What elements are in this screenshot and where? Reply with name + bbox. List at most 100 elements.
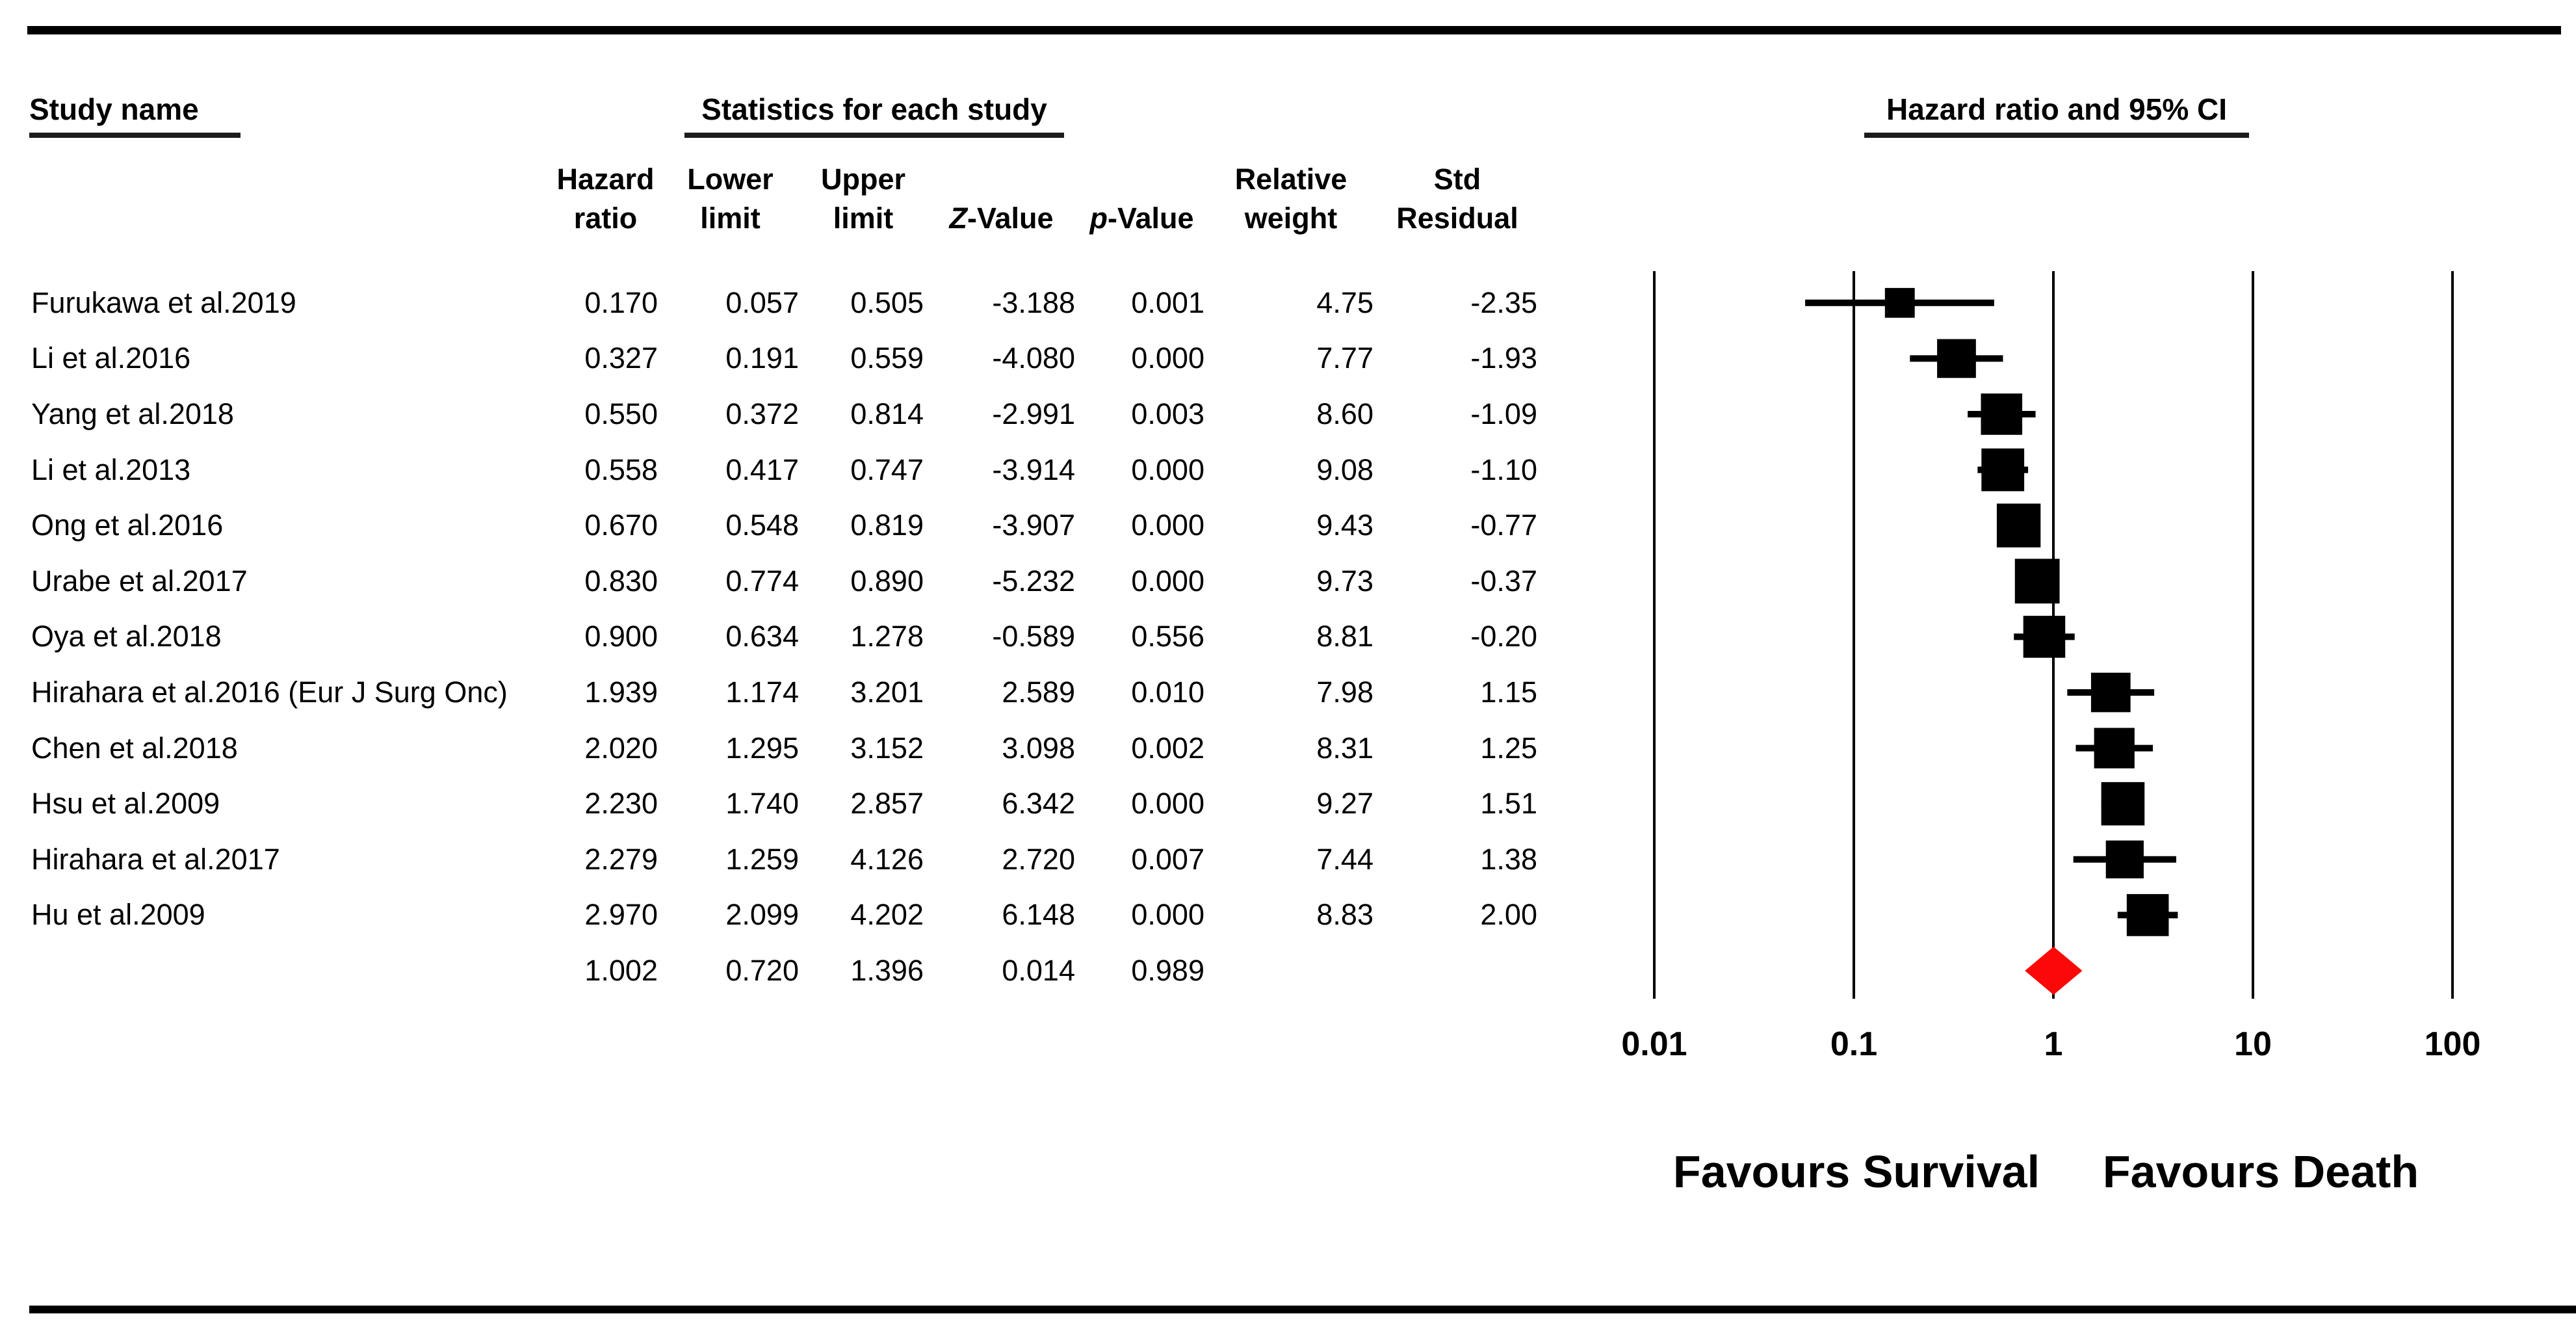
table-row: Hu et al.2009 2.970 2.099 4.202 6.148 0.…: [0, 888, 1539, 943]
upper-limit-cell: 4.126: [850, 842, 924, 876]
relative-weight-cell: 7.98: [1316, 675, 1373, 709]
relative-weight-cell: 8.81: [1316, 620, 1373, 653]
z-value-cell: -0.589: [992, 620, 1075, 653]
top-border-rule: [27, 26, 2561, 34]
lower-limit-cell: 1.740: [725, 787, 799, 821]
x-tick-label: 0.01: [1621, 1025, 1687, 1063]
lower-limit-cell: 1.174: [725, 675, 799, 709]
upper-limit-cell: 3.201: [850, 675, 924, 709]
effect-square: [1981, 393, 2023, 435]
favours-death-label: Favours Death: [2102, 1146, 2419, 1197]
upper-limit-cell: 1.278: [850, 620, 924, 653]
col-label-line: Lower: [687, 163, 774, 196]
upper-limit-cell: 3.152: [850, 731, 924, 765]
hazard-ratio-ci-header: Hazard ratio and 95% CI: [1864, 94, 2249, 138]
p-value-cell: 0.007: [1131, 842, 1204, 876]
upper-limit-cell: 0.559: [850, 341, 924, 375]
table-row: Furukawa et al.2019 0.170 0.057 0.505 -3…: [0, 275, 1539, 331]
std-residual-cell: -2.35: [1470, 285, 1537, 319]
statistics-header: Statistics for each study: [684, 94, 1064, 138]
table-row: Chen et al.2018 2.020 1.295 3.152 3.098 …: [0, 720, 1539, 776]
col-label-line: ratio: [573, 202, 638, 235]
col-label-line: Residual: [1396, 202, 1518, 235]
std-residual-cell: 1.38: [1480, 842, 1537, 876]
z-value-cell: -3.914: [992, 453, 1075, 486]
upper-limit-cell: 0.890: [850, 564, 924, 598]
col-header-spacer: [0, 160, 551, 238]
col-label-line: Z-Value: [949, 202, 1054, 235]
col-label-line: weight: [1244, 202, 1338, 235]
effect-square: [1981, 448, 2025, 492]
z-value-cell: 2.589: [1002, 675, 1075, 709]
table-row: Hirahara et al.2016 (Eur J Surg Onc) 1.9…: [0, 664, 1539, 720]
p-value-cell: 0.003: [1131, 397, 1204, 430]
std-residual-cell: 1.51: [1480, 787, 1537, 821]
upper-limit-cell: 0.814: [850, 397, 924, 430]
z-value-cell: 6.148: [1002, 898, 1075, 932]
study-name-cell: Urabe et al.2017: [31, 564, 248, 598]
hazard-ratio-cell: 0.900: [584, 620, 658, 653]
col-header-upper-limit: Upper limit: [801, 160, 926, 238]
col-header-relative-weight: Relative weight: [1206, 160, 1375, 238]
lower-limit-cell: 0.372: [725, 397, 799, 430]
effect-square: [2014, 559, 2060, 604]
col-header-lower-limit: Lower limit: [660, 160, 801, 238]
relative-weight-cell: 7.44: [1316, 842, 1373, 876]
col-label-line: limit: [833, 202, 894, 235]
hazard-ratio-cell: 0.327: [584, 341, 658, 375]
p-value-cell: 0.002: [1131, 731, 1204, 765]
lower-limit-cell: 0.057: [725, 285, 799, 319]
z-value-cell: -2.991: [992, 397, 1075, 430]
effect-square: [2105, 840, 2144, 878]
x-tick-label: 1: [2044, 1025, 2063, 1063]
col-label-line: limit: [700, 202, 761, 235]
std-residual-cell: -0.20: [1470, 620, 1537, 653]
lower-limit-cell: 0.774: [725, 564, 799, 598]
p-value-cell: 0.000: [1131, 508, 1204, 542]
relative-weight-cell: 9.27: [1316, 787, 1373, 821]
std-residual-cell: -1.93: [1470, 341, 1537, 375]
study-name-cell: Ong et al.2016: [31, 508, 224, 542]
study-name-cell: Yang et al.2018: [31, 397, 234, 430]
col-header-hazard-ratio: Hazard ratio: [551, 160, 660, 238]
std-residual-cell: -1.10: [1470, 453, 1537, 486]
summary-row: 1.002 0.720 1.396 0.014 0.989: [0, 943, 1539, 999]
column-headers: Hazard ratio Lower limit Upper limit Z-V…: [0, 160, 1539, 238]
effect-square: [2094, 728, 2135, 769]
hazard-ratio-cell: 0.558: [584, 453, 658, 486]
relative-weight-cell: 7.77: [1316, 341, 1373, 375]
hazard-ratio-cell: 2.020: [584, 731, 658, 765]
col-label-line: p-Value: [1089, 202, 1194, 235]
z-value-cell: 6.342: [1002, 787, 1075, 821]
table-row: Urabe et al.2017 0.830 0.774 0.890 -5.23…: [0, 553, 1539, 609]
effect-square: [2023, 616, 2066, 658]
x-tick-label: 10: [2234, 1025, 2272, 1063]
table-row: Hsu et al.2009 2.230 1.740 2.857 6.342 0…: [0, 776, 1539, 832]
relative-weight-cell: 8.31: [1316, 731, 1373, 765]
study-name-header: Study name: [29, 94, 241, 138]
hazard-ratio-cell: 2.279: [584, 842, 658, 876]
lower-limit-cell: 0.634: [725, 620, 799, 653]
table-row: Oya et al.2018 0.900 0.634 1.278 -0.589 …: [0, 609, 1539, 665]
study-name-cell: Hu et al.2009: [31, 898, 205, 932]
study-name-cell: Li et al.2013: [31, 453, 191, 486]
std-residual-cell: 1.25: [1480, 731, 1537, 765]
table-row: Li et al.2013 0.558 0.417 0.747 -3.914 0…: [0, 442, 1539, 498]
table-row: Yang et al.2018 0.550 0.372 0.814 -2.991…: [0, 386, 1539, 442]
hazard-ratio-cell: 2.970: [584, 898, 658, 932]
hazard-ratio-cell: 0.170: [584, 285, 658, 319]
x-tick-label: 0.1: [1830, 1025, 1878, 1063]
x-tick-label: 100: [2424, 1025, 2481, 1063]
p-value-cell: 0.000: [1131, 341, 1204, 375]
bottom-border-rule: [29, 1306, 2576, 1313]
relative-weight-cell: 9.73: [1316, 564, 1373, 598]
lower-limit-cell: 0.548: [725, 508, 799, 542]
col-header-std-residual: Std Residual: [1375, 160, 1539, 238]
favours-survival-label: Favours Survival: [1672, 1146, 2040, 1197]
effect-square: [1884, 287, 1915, 318]
p-value-cell: 0.000: [1131, 564, 1204, 598]
upper-limit-cell: 2.857: [850, 787, 924, 821]
study-name-cell: Chen et al.2018: [31, 731, 238, 765]
study-name-cell: Hirahara et al.2016 (Eur J Surg Onc): [31, 675, 508, 709]
upper-limit-cell: 1.396: [850, 953, 924, 987]
